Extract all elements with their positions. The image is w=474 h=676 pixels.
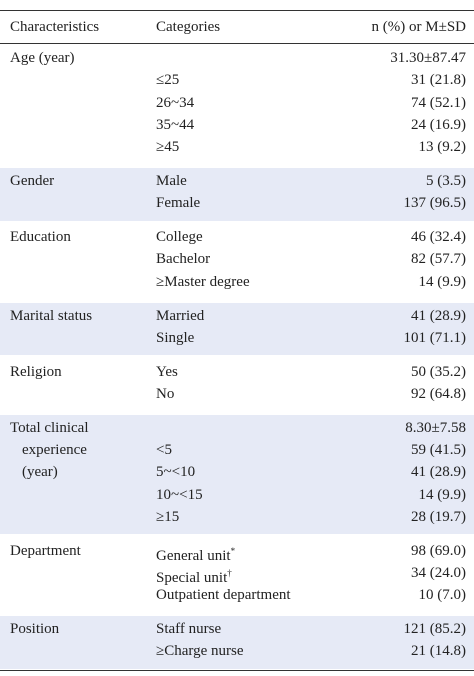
characteristic-label: (year) bbox=[22, 464, 58, 481]
category-label: Yes bbox=[156, 363, 178, 380]
category-label: Male bbox=[156, 173, 187, 189]
value-cell: 98 (69.0) bbox=[411, 542, 466, 559]
characteristic-label: Age (year) bbox=[10, 50, 75, 66]
value-cell: 31 (21.8) bbox=[411, 72, 466, 89]
value-cell: 41 (28.9) bbox=[411, 464, 466, 481]
category-label: Female bbox=[156, 195, 201, 212]
value-cell: 28 (19.7) bbox=[411, 508, 466, 525]
category-label: 10~<15 bbox=[156, 486, 203, 503]
category-label: General unit* bbox=[156, 545, 236, 564]
category-label: College bbox=[156, 229, 203, 246]
category-label: 26~34 bbox=[156, 94, 195, 111]
value-cell: 41 (28.9) bbox=[411, 307, 466, 324]
bottom-rule bbox=[0, 669, 474, 671]
characteristic-label: Religion bbox=[10, 363, 62, 380]
category-label: Bachelor bbox=[156, 251, 211, 268]
value-cell: 8.30±7.58 bbox=[405, 419, 466, 436]
category-label: 35~44 bbox=[156, 116, 195, 133]
category-label: Single bbox=[156, 329, 195, 346]
top-rule bbox=[0, 10, 474, 11]
value-cell: 34 (24.0) bbox=[411, 565, 466, 581]
value-cell: 101 (71.1) bbox=[403, 329, 467, 346]
footnote-mark: † bbox=[227, 568, 232, 578]
group-background bbox=[0, 168, 474, 221]
category-label: Outpatient department bbox=[156, 587, 291, 604]
value-cell: 74 (52.1) bbox=[411, 94, 466, 111]
category-label: No bbox=[156, 385, 175, 402]
characteristic-label: Marital status bbox=[10, 307, 93, 324]
group-background bbox=[0, 616, 474, 669]
category-label: Married bbox=[156, 307, 205, 324]
value-cell: 14 (9.9) bbox=[418, 273, 467, 290]
category-label: Staff nurse bbox=[156, 621, 222, 638]
category-label: ≥45 bbox=[156, 139, 180, 156]
characteristic-label: Education bbox=[10, 229, 71, 246]
header-cell: Characteristics bbox=[10, 19, 100, 35]
header-cell: Categories bbox=[156, 19, 221, 35]
group-background bbox=[0, 414, 474, 535]
category-label: <5 bbox=[156, 442, 172, 458]
header-cell: n (%) or M±SD bbox=[371, 19, 466, 35]
value-cell: 121 (85.2) bbox=[403, 621, 467, 638]
category-label: ≥Master degree bbox=[156, 273, 250, 290]
characteristic-label: experience bbox=[22, 442, 87, 458]
characteristic-label: Position bbox=[10, 621, 60, 638]
value-cell: 59 (41.5) bbox=[411, 442, 466, 458]
value-cell: 5 (3.5) bbox=[426, 173, 466, 189]
value-cell: 137 (96.5) bbox=[403, 195, 467, 212]
characteristic-label: Department bbox=[10, 542, 81, 559]
characteristic-label: Total clinical bbox=[10, 419, 89, 436]
category-label: 5~<10 bbox=[156, 464, 196, 481]
group-background bbox=[0, 302, 474, 356]
category-label: ≥Charge nurse bbox=[156, 643, 244, 660]
characteristic-label: Gender bbox=[10, 173, 55, 189]
footnote-mark: * bbox=[230, 545, 236, 556]
value-cell: 10 (7.0) bbox=[418, 587, 467, 604]
category-label: ≥15 bbox=[156, 508, 180, 525]
value-cell: 82 (57.7) bbox=[411, 251, 466, 268]
value-cell: 50 (35.2) bbox=[411, 363, 466, 380]
category-label: Special unit† bbox=[156, 568, 232, 586]
category-label: ≤25 bbox=[156, 72, 180, 89]
value-cell: 24 (16.9) bbox=[411, 116, 466, 133]
value-cell: 21 (14.8) bbox=[411, 643, 466, 660]
value-cell: 14 (9.9) bbox=[418, 486, 467, 503]
value-cell: 31.30±87.47 bbox=[390, 50, 466, 66]
header-rule bbox=[0, 43, 474, 44]
value-cell: 46 (32.4) bbox=[411, 229, 466, 246]
value-cell: 13 (9.2) bbox=[418, 139, 467, 156]
value-cell: 92 (64.8) bbox=[411, 385, 466, 402]
